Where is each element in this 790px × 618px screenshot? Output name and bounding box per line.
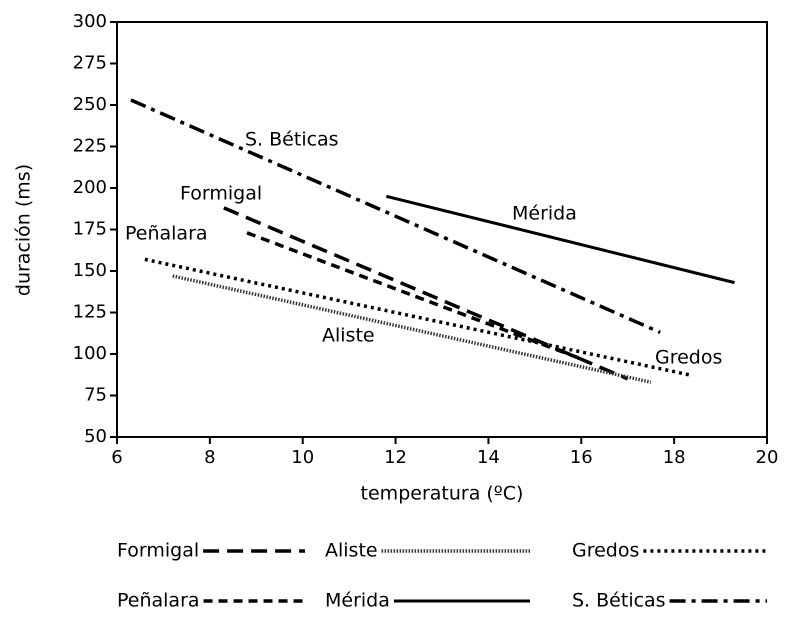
series-line — [130, 98, 661, 335]
y-tick-label: 175 — [73, 219, 107, 240]
y-tick-label: 250 — [73, 94, 107, 115]
legend-label: Gredos — [572, 540, 639, 562]
annotation: Gredos — [655, 347, 722, 369]
y-tick-label: 225 — [73, 136, 107, 157]
x-tick-label: 18 — [663, 447, 686, 468]
series-line — [172, 274, 652, 384]
series-line — [223, 206, 629, 381]
y-axis-label: duración (ms) — [13, 164, 35, 296]
y-tick-label: 275 — [73, 53, 107, 74]
x-tick-label: 16 — [570, 447, 593, 468]
x-tick-label: 8 — [204, 447, 215, 468]
x-tick-label: 6 — [111, 447, 122, 468]
annotation: Mérida — [512, 203, 577, 225]
y-tick-label: 200 — [73, 177, 107, 198]
series-line — [144, 257, 694, 378]
plot-frame — [116, 21, 768, 438]
legend-label: S. Béticas — [572, 590, 666, 612]
series-line — [385, 194, 735, 285]
x-tick-label: 14 — [477, 447, 500, 468]
x-axis-label: temperatura (ºC) — [361, 483, 524, 505]
legend-label: Formigal — [117, 540, 199, 562]
x-tick-label: 10 — [291, 447, 314, 468]
legend-label: Peñalara — [117, 590, 200, 612]
annotation: Formigal — [180, 183, 262, 205]
annotation: S. Béticas — [245, 129, 339, 151]
y-tick-label: 150 — [73, 260, 107, 281]
legend-label: Aliste — [325, 540, 378, 562]
annotation: Peñalara — [125, 223, 208, 245]
y-tick-label: 75 — [84, 385, 107, 406]
y-tick-label: 125 — [73, 302, 107, 323]
y-tick-label: 50 — [84, 426, 107, 447]
x-tick-label: 12 — [384, 447, 407, 468]
annotation: Aliste — [322, 325, 375, 347]
y-tick-label: 100 — [73, 343, 107, 364]
legend-label: Mérida — [325, 590, 390, 612]
y-tick-label: 300 — [73, 11, 107, 32]
x-tick-label: 20 — [756, 447, 779, 468]
